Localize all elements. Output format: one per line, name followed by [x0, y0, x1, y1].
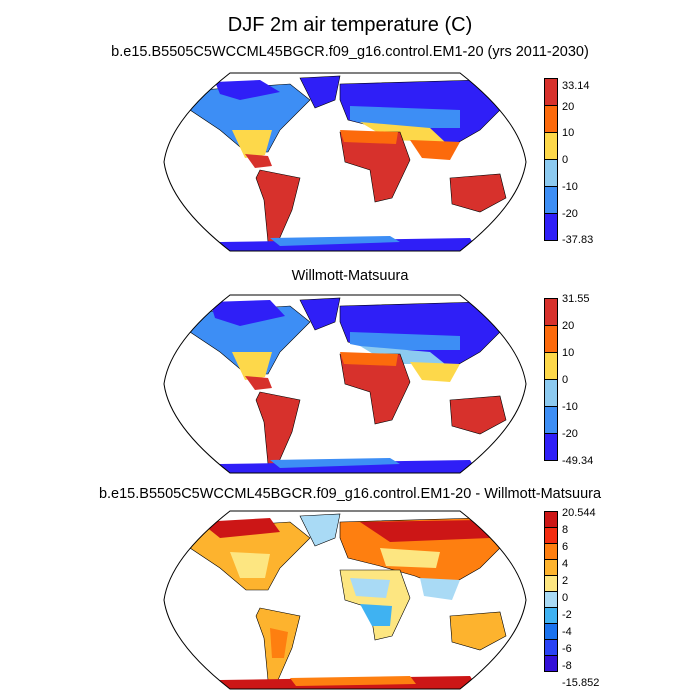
colorbar-3-label-7: -2: [562, 609, 572, 621]
colorbar-2-seg-1: [544, 298, 558, 326]
colorbar-3-seg-1: [544, 511, 558, 528]
colorbar-1-seg-2: [544, 105, 558, 133]
panel-3-colorbar: [544, 511, 558, 672]
colorbar-1-seg-4: [544, 159, 558, 187]
figure-title: DJF 2m air temperature (C): [227, 14, 473, 36]
colorbar-2-seg-4: [544, 379, 558, 407]
colorbar-3-seg-6: [544, 591, 558, 608]
colorbar-2-label-2: 20: [562, 320, 575, 332]
colorbar-1-label-1: 33.14: [562, 80, 590, 92]
colorbar-3-label-11: -15.852: [562, 677, 600, 689]
panel-2-colorbar: [544, 298, 558, 461]
panel-1-colorbar: [544, 78, 558, 241]
colorbar-1-label-2: 20: [562, 101, 575, 113]
colorbar-1-label-5: -10: [562, 181, 578, 193]
colorbar-3-seg-9: [544, 639, 558, 656]
colorbar-3-label-4: 4: [562, 558, 569, 570]
panel-3-subtitle: b.e15.B5505C5WCCML45BGCR.f09_g16.control…: [98, 486, 602, 502]
colorbar-1-label-7: -37.83: [562, 234, 594, 246]
colorbar-2-label-3: 10: [562, 347, 575, 359]
colorbar-3-label-9: -6: [562, 643, 572, 655]
colorbar-2-seg-5: [544, 406, 558, 434]
colorbar-1-label-3: 10: [562, 127, 575, 139]
colorbar-2-label-5: -10: [562, 401, 578, 413]
colorbar-2-seg-6: [544, 433, 558, 461]
colorbar-2-seg-2: [544, 325, 558, 353]
colorbar-2-label-4: 0: [562, 374, 569, 386]
colorbar-3-seg-4: [544, 559, 558, 576]
colorbar-1-seg-1: [544, 78, 558, 106]
colorbar-3-seg-8: [544, 623, 558, 640]
panel-1-map: [163, 72, 527, 252]
colorbar-2-label-7: -49.34: [562, 455, 594, 467]
colorbar-3-label-8: -4: [562, 626, 572, 638]
colorbar-3-seg-10: [544, 655, 558, 672]
colorbar-3-label-6: 0: [562, 592, 569, 604]
colorbar-1-label-4: 0: [562, 154, 569, 166]
panel-2-map: [163, 294, 527, 474]
colorbar-3-label-3: 6: [562, 541, 569, 553]
colorbar-1-seg-3: [544, 132, 558, 160]
colorbar-3-seg-5: [544, 575, 558, 592]
colorbar-3-seg-2: [544, 527, 558, 544]
panel-2-subtitle: Willmott-Matsuura: [291, 268, 409, 284]
colorbar-2-label-1: 31.55: [562, 293, 590, 305]
colorbar-1-seg-6: [544, 213, 558, 241]
panel-3-map: [163, 510, 527, 690]
colorbar-3-label-1: 20.544: [562, 507, 596, 519]
colorbar-3-label-2: 8: [562, 524, 569, 536]
colorbar-1-label-6: -20: [562, 208, 578, 220]
colorbar-1-seg-5: [544, 186, 558, 214]
colorbar-3-seg-3: [544, 543, 558, 560]
colorbar-3-label-10: -8: [562, 660, 572, 672]
colorbar-3-label-5: 2: [562, 575, 569, 587]
panel-1-subtitle: b.e15.B5505C5WCCML45BGCR.f09_g16.control…: [111, 44, 589, 60]
colorbar-3-seg-7: [544, 607, 558, 624]
colorbar-2-seg-3: [544, 352, 558, 380]
colorbar-2-label-6: -20: [562, 428, 578, 440]
